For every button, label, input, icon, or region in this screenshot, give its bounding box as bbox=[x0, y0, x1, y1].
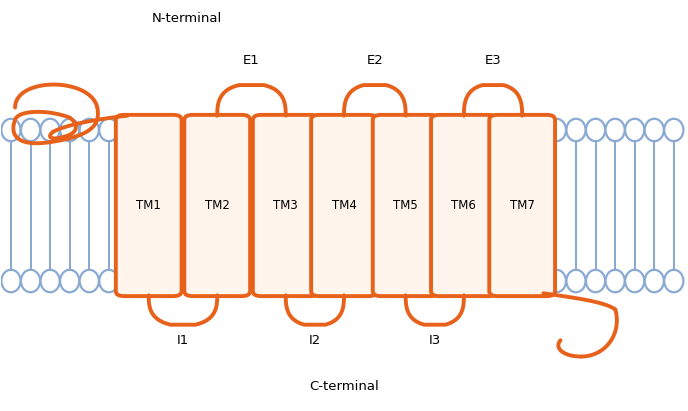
Text: TM6: TM6 bbox=[451, 199, 476, 212]
Text: E2: E2 bbox=[367, 54, 383, 67]
Text: TM7: TM7 bbox=[510, 199, 535, 212]
Ellipse shape bbox=[99, 270, 118, 292]
Text: C-terminal: C-terminal bbox=[309, 380, 379, 393]
Text: N-terminal: N-terminal bbox=[151, 12, 222, 25]
Text: TM4: TM4 bbox=[332, 199, 356, 212]
Text: I1: I1 bbox=[177, 334, 189, 347]
FancyBboxPatch shape bbox=[116, 115, 182, 296]
Ellipse shape bbox=[605, 119, 625, 141]
Ellipse shape bbox=[664, 270, 683, 292]
FancyBboxPatch shape bbox=[431, 115, 497, 296]
Text: TM1: TM1 bbox=[136, 199, 161, 212]
Ellipse shape bbox=[21, 119, 40, 141]
Ellipse shape bbox=[60, 119, 79, 141]
Ellipse shape bbox=[60, 270, 79, 292]
FancyBboxPatch shape bbox=[489, 115, 555, 296]
Text: I3: I3 bbox=[429, 334, 441, 347]
Ellipse shape bbox=[80, 270, 99, 292]
Text: TM2: TM2 bbox=[205, 199, 230, 212]
Text: TM5: TM5 bbox=[394, 199, 418, 212]
Ellipse shape bbox=[625, 119, 644, 141]
FancyBboxPatch shape bbox=[373, 115, 438, 296]
FancyBboxPatch shape bbox=[184, 115, 250, 296]
Ellipse shape bbox=[41, 270, 60, 292]
Ellipse shape bbox=[566, 119, 585, 141]
Ellipse shape bbox=[605, 270, 625, 292]
FancyBboxPatch shape bbox=[311, 115, 377, 296]
Ellipse shape bbox=[645, 119, 664, 141]
Ellipse shape bbox=[547, 270, 566, 292]
Ellipse shape bbox=[645, 270, 664, 292]
Ellipse shape bbox=[664, 119, 683, 141]
Ellipse shape bbox=[586, 270, 605, 292]
FancyBboxPatch shape bbox=[253, 115, 319, 296]
Ellipse shape bbox=[1, 119, 21, 141]
Text: TM3: TM3 bbox=[273, 199, 298, 212]
Ellipse shape bbox=[21, 270, 40, 292]
Text: E1: E1 bbox=[243, 54, 260, 67]
Ellipse shape bbox=[566, 270, 585, 292]
Ellipse shape bbox=[41, 119, 60, 141]
Ellipse shape bbox=[625, 270, 644, 292]
Ellipse shape bbox=[1, 270, 21, 292]
Ellipse shape bbox=[99, 119, 118, 141]
Text: E3: E3 bbox=[485, 54, 502, 67]
Ellipse shape bbox=[547, 119, 566, 141]
Ellipse shape bbox=[586, 119, 605, 141]
Ellipse shape bbox=[80, 119, 99, 141]
Text: I2: I2 bbox=[309, 334, 321, 347]
